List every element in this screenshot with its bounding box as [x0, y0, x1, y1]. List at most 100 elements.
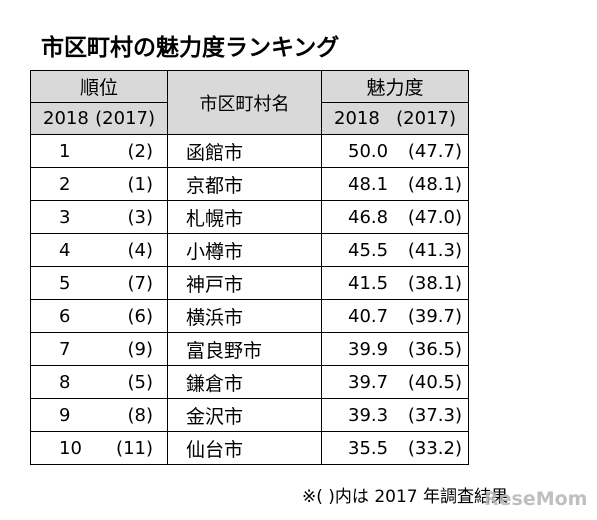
rank-current: 6 — [59, 305, 71, 327]
score-current: 48.1 — [348, 173, 389, 195]
table-row: 9 (8) 金沢市 39.3 (37.3) — [30, 398, 469, 432]
score-previous: (47.0) — [407, 206, 462, 228]
score-previous: (40.5) — [407, 371, 462, 393]
table-row: 3 (3) 札幌市 46.8 (47.0) — [30, 200, 469, 234]
rank-year-previous: (2017) — [95, 108, 155, 129]
rank-current: 10 — [59, 437, 82, 459]
page-title: 市区町村の魅力度ランキング — [41, 35, 340, 61]
municipality-name: 京都市 — [167, 167, 322, 201]
score-current: 39.9 — [348, 338, 389, 360]
score-cell: 39.3 (37.3) — [321, 398, 469, 432]
rank-current: 9 — [59, 404, 71, 426]
rank-cell: 2 (1) — [30, 167, 168, 201]
table-row: 2 (1) 京都市 48.1 (48.1) — [30, 167, 469, 201]
score-previous: (38.1) — [407, 272, 462, 294]
rank-previous: (1) — [127, 173, 154, 195]
score-current: 39.7 — [348, 371, 389, 393]
score-current: 35.5 — [348, 437, 389, 459]
score-cell: 35.5 (33.2) — [321, 431, 469, 465]
table-row: 6 (6) 横浜市 40.7 (39.7) — [30, 299, 469, 333]
municipality-name: 仙台市 — [167, 431, 322, 465]
score-cell: 50.0 (47.7) — [321, 134, 469, 168]
rank-cell: 5 (7) — [30, 266, 168, 300]
municipality-name: 金沢市 — [167, 398, 322, 432]
score-previous: (33.2) — [407, 437, 462, 459]
score-current: 40.7 — [348, 305, 389, 327]
score-previous: (39.7) — [407, 305, 462, 327]
rank-previous: (8) — [127, 404, 154, 426]
header-row-top: 順位 市区町村名 魅力度 — [30, 70, 469, 135]
rank-previous: (7) — [127, 272, 154, 294]
rank-previous: (9) — [127, 338, 154, 360]
score-current: 45.5 — [348, 239, 389, 261]
rank-current: 7 — [59, 338, 71, 360]
name-header: 市区町村名 — [167, 70, 322, 135]
name-header-label: 市区町村名 — [199, 93, 290, 115]
municipality-name: 横浜市 — [167, 299, 322, 333]
score-cell: 39.9 (36.5) — [321, 332, 469, 366]
rank-year-current: 2018 — [43, 108, 89, 129]
score-previous: (37.3) — [407, 404, 462, 426]
rank-current: 5 — [59, 272, 71, 294]
score-cell: 45.5 (41.3) — [321, 233, 469, 267]
rank-header: 順位 — [30, 70, 168, 103]
table-header: 順位 市区町村名 魅力度 2018 (2017) 2018 (2017) — [30, 70, 469, 135]
rank-previous: (11) — [116, 437, 153, 459]
rank-previous: (4) — [127, 239, 154, 261]
rank-previous: (5) — [127, 371, 154, 393]
rank-previous: (3) — [127, 206, 154, 228]
table-row: 1 (2) 函館市 50.0 (47.7) — [30, 134, 469, 168]
score-previous: (41.3) — [407, 239, 462, 261]
score-previous: (48.1) — [407, 173, 462, 195]
table-row: 10 (11) 仙台市 35.5 (33.2) — [30, 431, 469, 465]
table-row: 7 (9) 富良野市 39.9 (36.5) — [30, 332, 469, 366]
score-cell: 39.7 (40.5) — [321, 365, 469, 399]
table-row: 8 (5) 鎌倉市 39.7 (40.5) — [30, 365, 469, 399]
rank-cell: 3 (3) — [30, 200, 168, 234]
table-row: 4 (4) 小樽市 45.5 (41.3) — [30, 233, 469, 267]
score-cell: 46.8 (47.0) — [321, 200, 469, 234]
rank-previous: (6) — [127, 305, 154, 327]
ranking-table: 順位 市区町村名 魅力度 2018 (2017) 2018 (2017) — [30, 70, 469, 465]
header-row-sub: 2018 (2017) 2018 (2017) — [30, 102, 469, 135]
score-year-previous: (2017) — [396, 108, 456, 129]
score-current: 50.0 — [348, 140, 389, 162]
rank-current: 2 — [59, 173, 71, 195]
table-row: 5 (7) 神戸市 41.5 (38.1) — [30, 266, 469, 300]
score-cell: 40.7 (39.7) — [321, 299, 469, 333]
score-current: 46.8 — [348, 206, 389, 228]
municipality-name: 富良野市 — [167, 332, 322, 366]
rank-cell: 10 (11) — [30, 431, 168, 465]
rank-current: 4 — [59, 239, 71, 261]
table-body: 1 (2) 函館市 50.0 (47.7) 2 (1) 京都市 48.1 (48.1) 3 (3) 札幌… — [30, 134, 469, 465]
rank-cell: 4 (4) — [30, 233, 168, 267]
score-previous: (47.7) — [407, 140, 462, 162]
rank-previous: (2) — [127, 140, 154, 162]
municipality-name: 鎌倉市 — [167, 365, 322, 399]
score-previous: (36.5) — [407, 338, 462, 360]
municipality-name: 神戸市 — [167, 266, 322, 300]
municipality-name: 小樽市 — [167, 233, 322, 267]
score-header-label: 魅力度 — [366, 77, 424, 99]
score-year-current: 2018 — [334, 108, 380, 129]
rank-cell: 6 (6) — [30, 299, 168, 333]
score-cell: 41.5 (38.1) — [321, 266, 469, 300]
rank-current: 8 — [59, 371, 71, 393]
rank-cell: 9 (8) — [30, 398, 168, 432]
score-header: 魅力度 — [321, 70, 469, 103]
rank-cell: 7 (9) — [30, 332, 168, 366]
rank-year-header: 2018 (2017) — [30, 102, 168, 135]
score-cell: 48.1 (48.1) — [321, 167, 469, 201]
rank-cell: 8 (5) — [30, 365, 168, 399]
score-current: 39.3 — [348, 404, 389, 426]
rank-current: 3 — [59, 206, 71, 228]
rank-header-label: 順位 — [79, 77, 118, 99]
footnote: ※( )内は 2017 年調査結果 — [302, 487, 508, 507]
rank-current: 1 — [59, 140, 71, 162]
municipality-name: 札幌市 — [167, 200, 322, 234]
score-current: 41.5 — [348, 272, 389, 294]
municipality-name: 函館市 — [167, 134, 322, 168]
rank-cell: 1 (2) — [30, 134, 168, 168]
score-year-header: 2018 (2017) — [321, 102, 469, 135]
watermark-logo: ReseMom — [484, 488, 588, 510]
